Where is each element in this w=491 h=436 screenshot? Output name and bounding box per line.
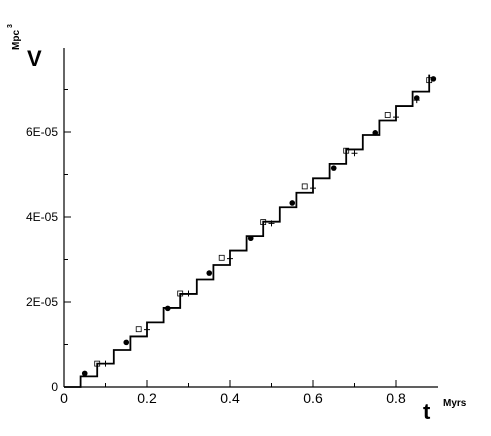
x-tick-label: 0.4 [220, 390, 240, 406]
y-tick-label: 0 [51, 380, 58, 394]
plus-marker [413, 97, 420, 104]
plus-marker [268, 220, 275, 227]
plus-marker [144, 326, 150, 333]
circle-marker [81, 370, 88, 377]
x-tick-label: 0.2 [137, 390, 157, 406]
plus-marker [185, 290, 192, 297]
x-tick-label: 0 [60, 390, 68, 406]
y-unit-exponent: 3 [7, 24, 14, 28]
step-line [64, 74, 431, 388]
circle-marker [123, 339, 130, 346]
square-marker [426, 77, 433, 84]
circle-marker [206, 270, 213, 276]
x-label: t [423, 399, 431, 424]
square-marker [218, 254, 225, 261]
y-tick-label: 2E-05 [26, 295, 58, 309]
y-label: V [27, 46, 42, 71]
square-marker [301, 183, 308, 190]
square-marker [94, 360, 101, 367]
x-tick-label: 0.8 [386, 390, 406, 406]
circle-marker [372, 130, 379, 136]
plus-marker [227, 255, 233, 262]
y-unit: Mpc [11, 30, 22, 50]
plus-marker [102, 360, 109, 367]
x-tick-label: 0.6 [303, 390, 323, 406]
circle-marker [247, 235, 254, 242]
x-unit: Myrs [443, 398, 467, 409]
square-marker [177, 290, 184, 297]
plus-marker [310, 185, 316, 192]
circle-marker [164, 305, 171, 312]
y-tick-label: 6E-05 [26, 125, 58, 139]
square-marker [260, 219, 267, 226]
square-marker [384, 112, 391, 118]
square-marker [343, 147, 350, 154]
plus-marker [393, 114, 399, 121]
plus-marker [351, 150, 358, 157]
y-tick-label: 4E-05 [26, 210, 58, 224]
circle-marker [289, 200, 296, 206]
square-marker [135, 326, 142, 333]
circle-marker [330, 165, 337, 171]
